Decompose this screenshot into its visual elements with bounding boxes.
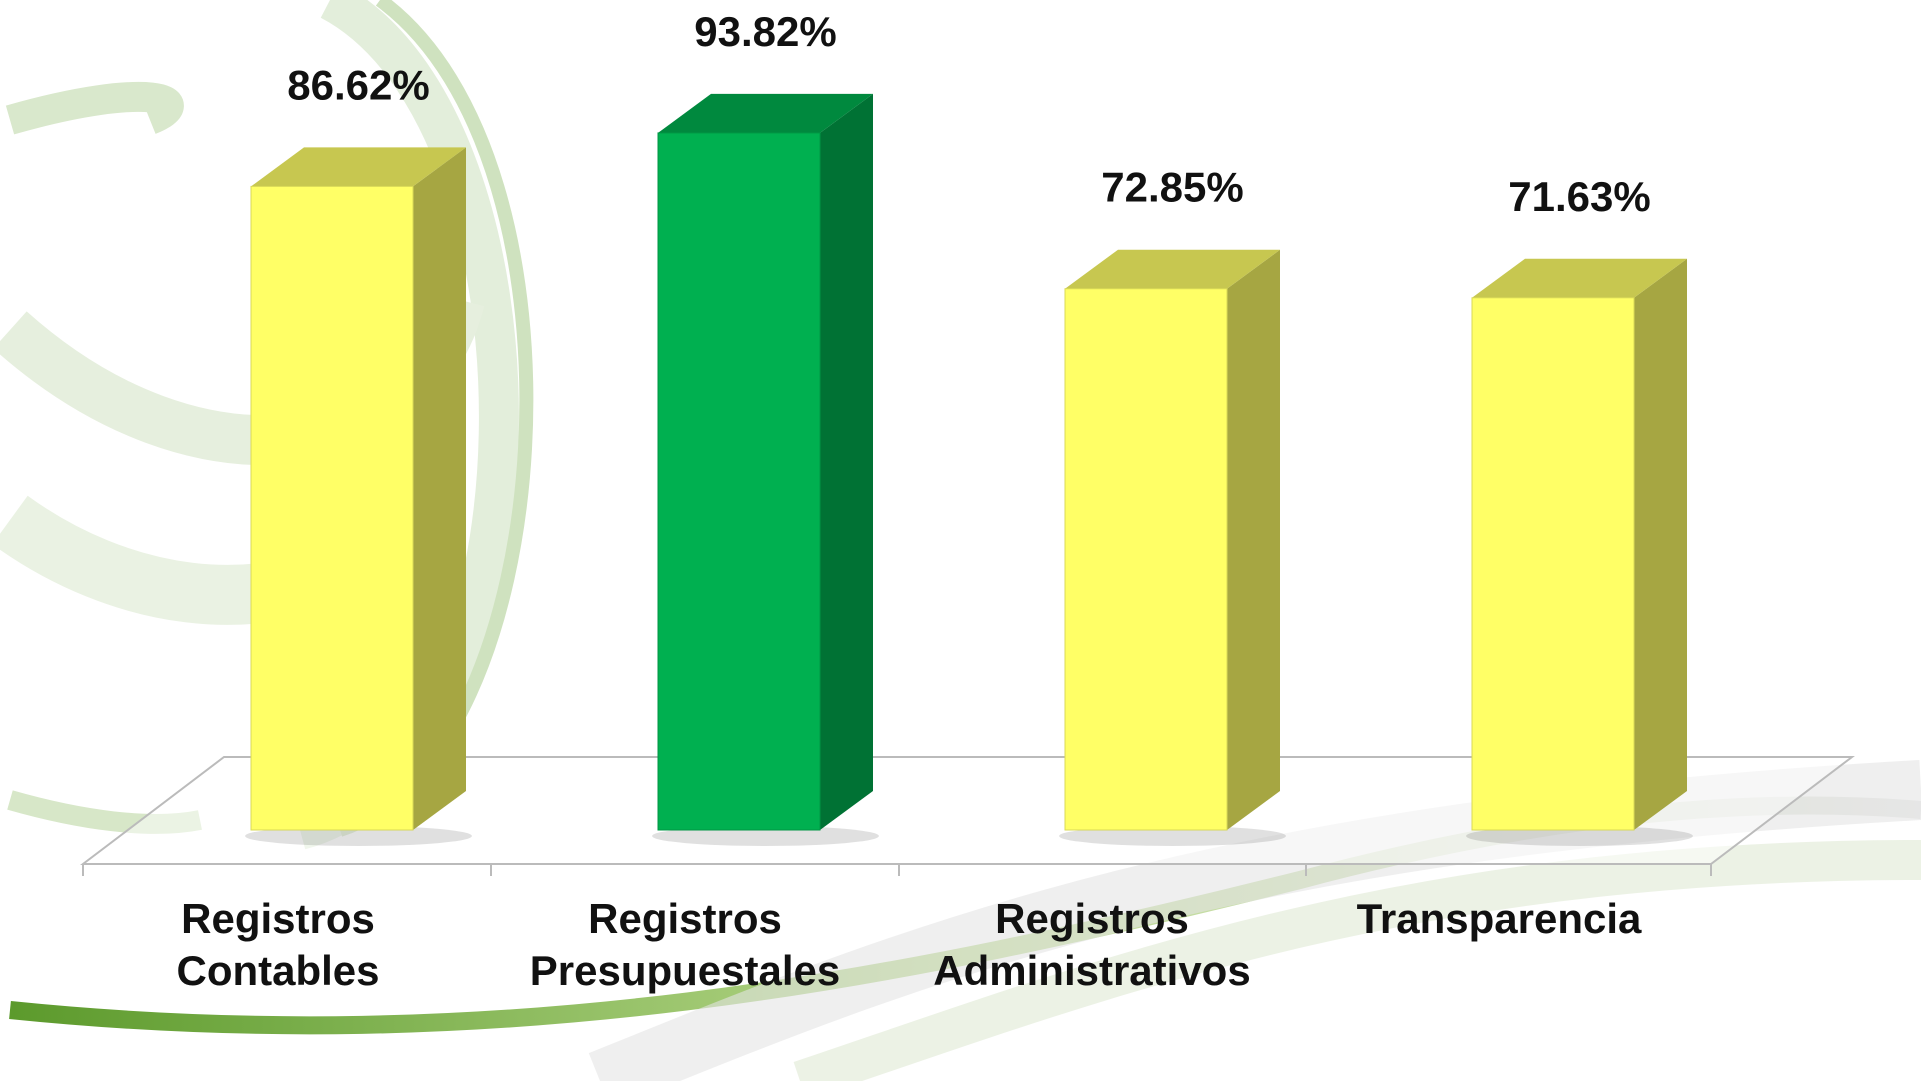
value-label: 71.63% — [1508, 173, 1650, 220]
category-label: Registros Administrativos — [902, 893, 1282, 997]
category-label: Transparencia — [1309, 893, 1689, 945]
category-label: Registros Contables — [88, 893, 468, 997]
page: 86.62%93.82%72.85%71.63% (() => { const … — [0, 0, 1921, 1081]
bar — [658, 133, 820, 830]
value-label: 86.62% — [287, 61, 429, 108]
value-label: 93.82% — [694, 8, 836, 55]
bar — [1065, 289, 1227, 830]
bar-side — [1227, 250, 1280, 830]
category-label: Registros Presupuestales — [495, 893, 875, 997]
bar-side — [820, 94, 873, 830]
bar-side — [1634, 259, 1687, 830]
bar — [251, 186, 413, 830]
value-label: 72.85% — [1101, 164, 1243, 211]
bar-side — [413, 147, 466, 830]
bar — [1472, 298, 1634, 830]
